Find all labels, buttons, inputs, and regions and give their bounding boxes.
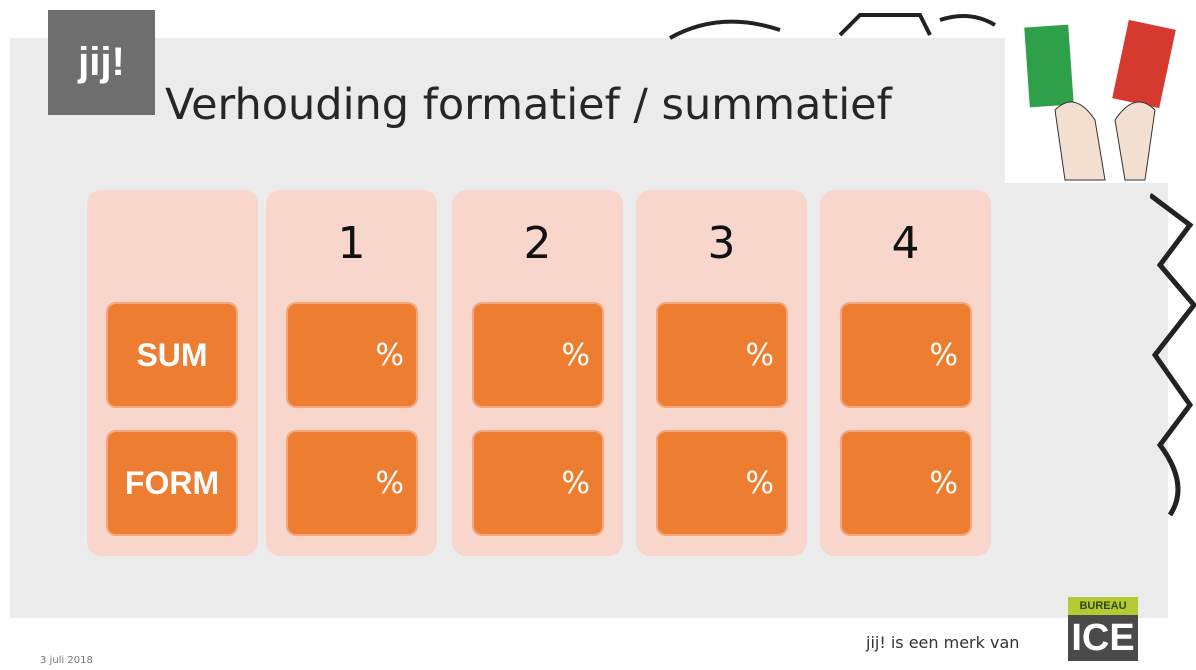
- label-column: SUM FORM: [87, 190, 258, 556]
- cards-image: [1005, 10, 1196, 183]
- column-header: 4: [891, 218, 920, 269]
- badge: BUREAU ICE: [1068, 597, 1138, 661]
- decoration: [1150, 193, 1196, 517]
- row-label: FORM: [106, 430, 238, 536]
- cell: %: [840, 302, 972, 408]
- column: 4%%: [820, 190, 991, 556]
- decoration: [669, 13, 997, 40]
- cell: %: [840, 430, 972, 536]
- column-header: 2: [523, 218, 552, 269]
- column: 2%%: [452, 190, 623, 556]
- badge-text: ICE: [1071, 617, 1135, 659]
- cell: %: [286, 430, 418, 536]
- row-label: SUM: [106, 302, 238, 408]
- badge-top: BUREAU: [1068, 597, 1138, 615]
- logo: jij!: [48, 10, 155, 115]
- column: 3%%: [636, 190, 807, 556]
- slide-title: Verhouding formatief / summatief: [165, 80, 892, 130]
- column-header: 1: [337, 218, 366, 269]
- cell: %: [472, 430, 604, 536]
- date: 3 juli 2018: [40, 655, 93, 666]
- cell: %: [656, 430, 788, 536]
- column-header: 3: [707, 218, 736, 269]
- cell: %: [656, 302, 788, 408]
- cell: %: [472, 302, 604, 408]
- column: 1%%: [266, 190, 437, 556]
- brand-text: jij! is een merk van: [866, 633, 1020, 652]
- cell: %: [286, 302, 418, 408]
